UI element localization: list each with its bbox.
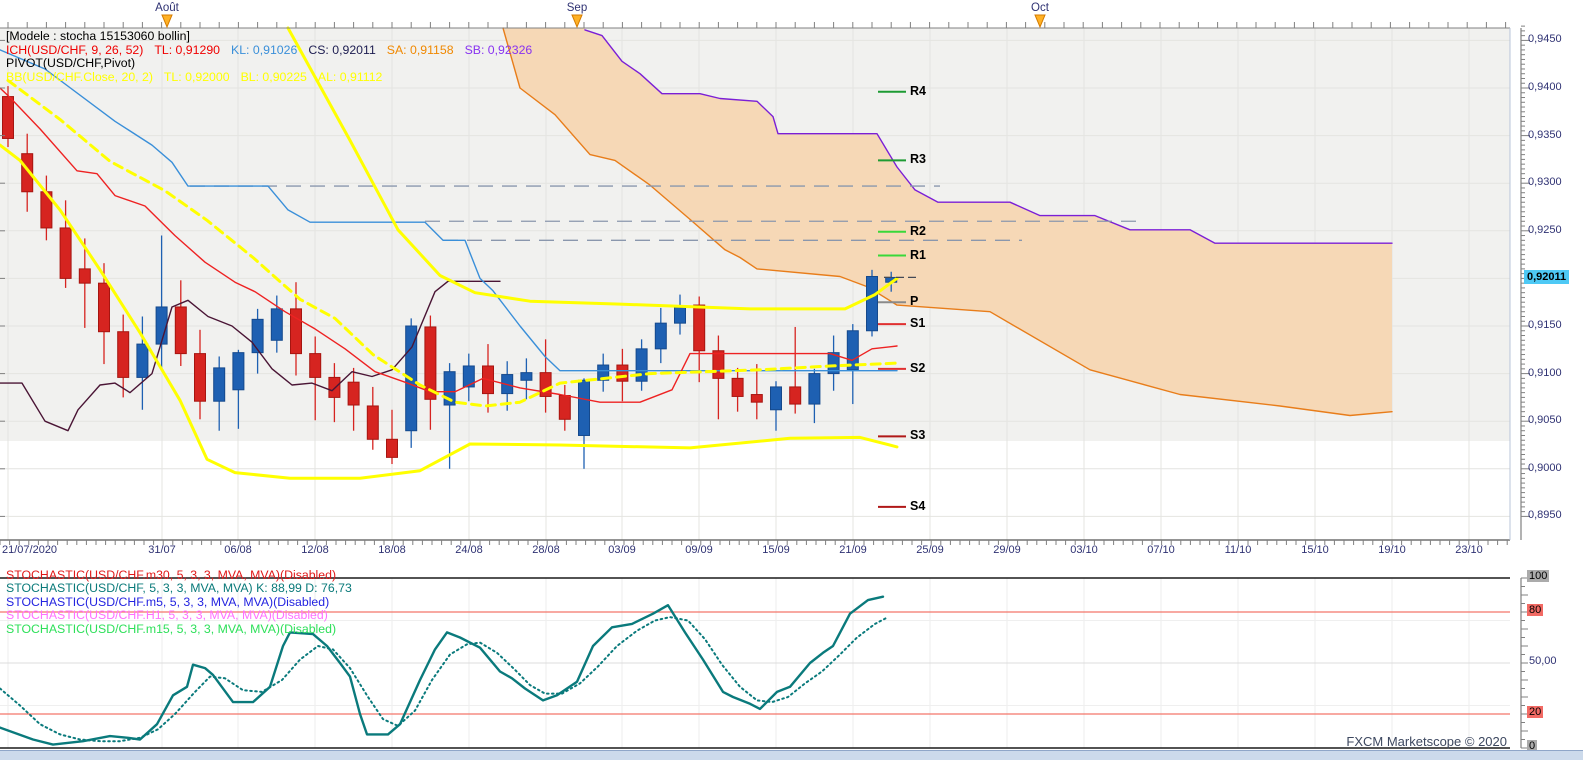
- stochastic-legend-row: STOCHASTIC(USD/CHF.m30, 5, 3, 3, MVA, MV…: [6, 568, 337, 582]
- main-chart-legend: [Modele : stocha 15153060 bollin] ICH(US…: [6, 29, 543, 85]
- stochastic-legend-row: STOCHASTIC(USD/CHF.m15, 5, 3, 3, MVA, MV…: [6, 621, 337, 636]
- stochastic-legend-row: STOCHASTIC(USD/CHF.m5, 5, 3, 3, MVA, MVA…: [6, 594, 330, 609]
- legend-ichimoku-part: CS: 0,92011: [308, 42, 376, 57]
- legend-pivot-row: PIVOT(USD/CHF,Pivot): [6, 56, 136, 71]
- legend-bollinger-part: BB(USD/CHF.Close, 20, 2): [6, 69, 153, 84]
- legend-bollinger-row: BB(USD/CHF.Close, 20, 2) TL: 0,92000 BL: 0…: [6, 69, 543, 85]
- legend-bollinger-part: BL: 0,90225: [240, 69, 307, 84]
- legend-ichimoku-part: SA: 0,91158: [386, 42, 454, 57]
- horizontal-scrollbar[interactable]: [0, 750, 1583, 760]
- legend-ichimoku-part: SB: 0,92326: [464, 42, 533, 57]
- legend-model-row: [Modele : stocha 15153060 bollin]: [6, 29, 190, 43]
- legend-ichimoku-part: ICH(USD/CHF, 9, 26, 52): [6, 42, 144, 57]
- stochastic-legend-row: STOCHASTIC(USD/CHF, 5, 3, 3, MVA, MVA) K…: [6, 581, 352, 596]
- stochastic-legend: STOCHASTIC(USD/CHF.m30, 5, 3, 3, MVA, MV…: [6, 568, 352, 636]
- legend-bollinger-part: TL: 0,92000: [163, 69, 230, 84]
- legend-bollinger-part: AL: 0,91112: [317, 69, 383, 84]
- legend-ichimoku-row: ICH(USD/CHF, 9, 26, 52) TL: 0,91290 KL: 0,…: [6, 42, 543, 58]
- legend-ichimoku-part: KL: 0,91026: [231, 42, 298, 57]
- watermark: FXCM Marketscope © 2020: [1346, 734, 1507, 749]
- stochastic-legend-row: STOCHASTIC(USD/CHF.H1, 5, 3, 3, MVA, MVA…: [6, 608, 328, 623]
- current-price-tag: 0,92011: [1524, 270, 1570, 284]
- legend-ichimoku-part: TL: 0,91290: [154, 42, 220, 57]
